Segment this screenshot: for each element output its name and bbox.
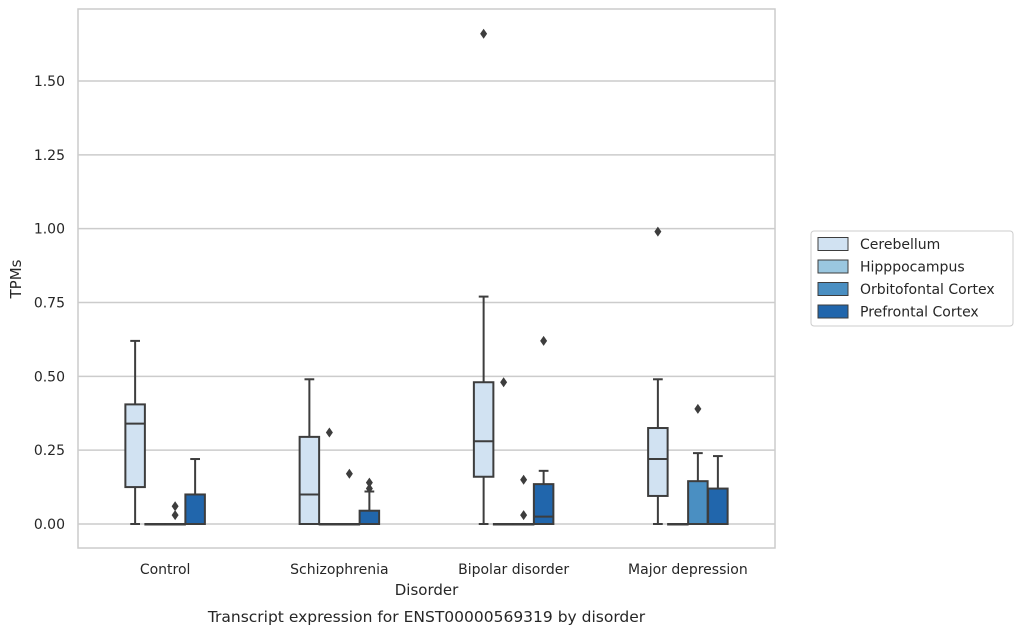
chart-caption: Transcript expression for ENST0000056931… (207, 608, 646, 626)
x-axis-label: Disorder (395, 581, 459, 599)
category-group (124, 339, 206, 526)
box-iqr (358, 509, 381, 525)
legend: Cerebellum Hipppocampus Orbitofontal Corte… (810, 230, 1014, 327)
y-tick-label: 1.25 (34, 148, 65, 164)
x-tick-label: Major depression (628, 562, 748, 578)
outlier-point (654, 226, 662, 237)
legend-frame (810, 230, 1014, 327)
y-tick-label: 0.25 (34, 443, 65, 459)
y-tick-label: 1.00 (34, 222, 65, 238)
legend-swatch (817, 259, 849, 274)
outlier-point (365, 483, 373, 494)
box-iqr (707, 487, 729, 525)
box-cerebellum (472, 28, 495, 525)
legend-label: Cerebellum (860, 237, 940, 253)
legend-swatch (817, 304, 849, 319)
outlier-point (540, 335, 548, 346)
box-iqr (532, 483, 555, 526)
outlier-point (480, 28, 488, 39)
y-tick-label: 0.75 (34, 296, 65, 312)
box-cerebellum (124, 339, 146, 525)
y-tick-label: 0.50 (34, 369, 65, 385)
box-prefrontal-cortex (707, 455, 729, 525)
legend-label: Orbitofontal Cortex (860, 282, 995, 298)
category-group (298, 378, 381, 526)
outlier-point (694, 403, 702, 414)
box-hipppocampus (144, 523, 166, 526)
x-tick-label: Bipolar disorder (458, 562, 569, 578)
y-tick-label: 1.50 (34, 74, 65, 90)
y-tick-label: 0.00 (34, 517, 65, 533)
outlier-point (500, 377, 508, 388)
category-group (647, 226, 729, 526)
legend-swatch (817, 282, 849, 296)
box-prefrontal-cortex (532, 335, 555, 526)
y-axis-label: TPMs (7, 259, 25, 299)
x-tick-label: Control (140, 562, 191, 578)
outlier-point (171, 501, 179, 512)
plot-area-frame (77, 8, 776, 549)
box-iqr (472, 381, 495, 478)
x-tick-labels: Control Schizophrenia Bipolar disorder Majo… (140, 562, 748, 578)
box-groups (124, 28, 729, 526)
outlier-point (325, 427, 333, 438)
outlier-point (171, 510, 179, 521)
box-iqr (124, 403, 146, 489)
category-group (472, 28, 555, 526)
outlier-point (365, 477, 373, 488)
box-cerebellum (298, 378, 321, 526)
outlier-point (520, 474, 528, 485)
box-iqr (298, 435, 321, 526)
legend-label: Prefrontal Cortex (860, 305, 979, 321)
box-iqr (687, 480, 709, 525)
box-iqr (647, 427, 669, 497)
box-hipppocampus (667, 523, 689, 526)
outlier-point (520, 510, 528, 521)
box-prefrontal-cortex (184, 458, 206, 526)
x-tick-label: Schizophrenia (290, 562, 388, 578)
box-cerebellum (647, 226, 669, 525)
legend-swatch (817, 237, 849, 251)
legend-label: Hipppocampus (860, 260, 965, 276)
y-tick-labels: 0.00 0.25 0.50 0.75 1.00 1.25 1.50 (34, 74, 65, 533)
box-orbitofontal-cortex (687, 403, 709, 525)
outlier-point (345, 468, 353, 479)
box-iqr (184, 493, 206, 526)
box-prefrontal-cortex (358, 477, 381, 525)
